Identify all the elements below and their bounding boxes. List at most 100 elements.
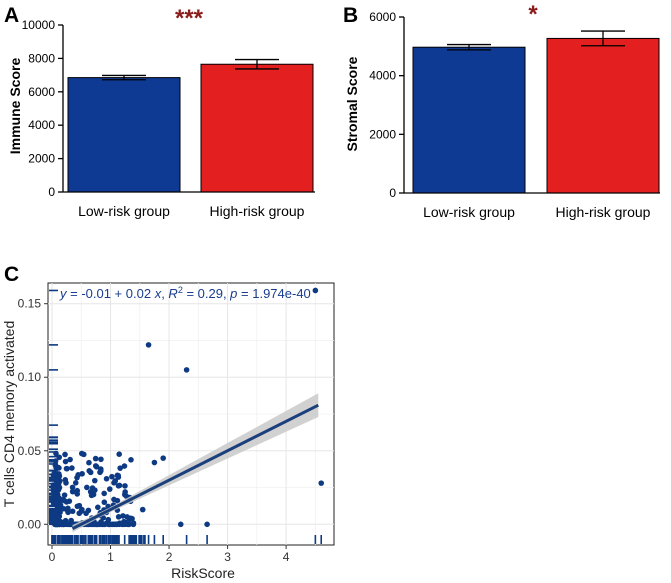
- scatter-point-24: [95, 504, 101, 511]
- panel-c-y-label: T cells CD4 memory activated: [1, 321, 17, 507]
- bar-1-0: [412, 46, 526, 194]
- scatter-point-166: [92, 455, 99, 462]
- y-tick-label-c-1: 0.05: [18, 444, 42, 458]
- scatter-point-9: [177, 521, 184, 528]
- scatter-point-115: [115, 472, 122, 479]
- scatter-point-19: [62, 451, 68, 458]
- panel-b: B Stromal Score * Low-risk group High-ris…: [343, 1, 660, 220]
- scatter-point-222: [52, 458, 59, 464]
- scatter-point-257: [65, 521, 71, 528]
- panel-b-y-label: Stromal Score: [344, 56, 360, 151]
- scatter-point-315: [51, 511, 57, 518]
- bar-0-0: [67, 77, 181, 193]
- scatter-point-143: [115, 483, 122, 489]
- scatter-point-261: [69, 488, 76, 495]
- eq-sep: ,: [161, 286, 168, 301]
- scatter-point-45: [117, 465, 123, 471]
- scatter-point-101: [105, 516, 112, 523]
- scatter-point-167: [78, 450, 85, 457]
- scatter-point-266: [83, 510, 89, 517]
- scatter-point-193: [113, 521, 120, 528]
- scatter-point-49: [120, 513, 126, 519]
- scatter-point-212: [86, 468, 93, 474]
- scatter-point-258: [74, 491, 81, 497]
- scatter-point-189: [69, 508, 76, 515]
- panel-label-b: B: [343, 4, 358, 27]
- y-tick-label-1-1: 2000: [369, 127, 396, 141]
- scatter-point-328: [54, 505, 61, 512]
- scatter-point-216: [101, 490, 107, 497]
- scatter-point-40: [103, 475, 110, 482]
- scatter-point-326: [51, 492, 57, 498]
- eq-x: x: [154, 286, 162, 301]
- scatter-point-126: [69, 465, 75, 471]
- scatter-point-219: [106, 486, 113, 492]
- panel-a: A Immune Score *** Low-risk group High-ri…: [4, 4, 315, 219]
- scatter-point-139: [92, 463, 99, 469]
- panel-c: C T cells CD4 memory activated RiskScore…: [1, 263, 335, 581]
- scatter-point-208: [63, 480, 69, 486]
- scatter-point-59: [101, 499, 108, 506]
- scatter-point-186: [123, 493, 130, 499]
- y-tick-label-c-0: 0.00: [18, 517, 42, 531]
- eq-mid: = -0.01 + 0.02: [67, 286, 155, 301]
- scatter-point-321: [53, 500, 60, 506]
- scatter-point-68: [109, 473, 115, 480]
- bar-0-1: [200, 63, 314, 193]
- scatter-point-104: [63, 465, 70, 472]
- y-tick-label-c-2: 0.10: [18, 370, 42, 384]
- scatter-point-150: [53, 450, 59, 457]
- scatter-point-0: [145, 342, 152, 348]
- x-tick-label-c-3: 3: [224, 550, 231, 564]
- scatter-point-214: [128, 457, 134, 463]
- x-tick-label-c-1: 1: [107, 550, 114, 564]
- scatter-point-200: [121, 463, 128, 469]
- scatter-point-244: [92, 521, 99, 528]
- scatter-point-308: [56, 465, 62, 471]
- eq-y: y: [59, 286, 68, 301]
- scatter-point-324: [51, 470, 57, 477]
- panel-label-c: C: [4, 263, 19, 286]
- scatter-point-122: [124, 514, 130, 520]
- scatter-point-179: [129, 515, 135, 522]
- y-tick-label-0-5: 10000: [22, 18, 56, 32]
- scatter-point-180: [84, 484, 90, 491]
- scatter-point-149: [92, 487, 98, 493]
- scatter-point-6: [139, 506, 146, 513]
- y-tick-label-1-3: 6000: [369, 10, 396, 24]
- scatter-point-8: [160, 455, 166, 461]
- panel-c-x-label: RiskScore: [171, 565, 235, 581]
- scatter-point-210: [65, 509, 71, 516]
- scatter-point-151: [114, 497, 121, 504]
- x-tick-label-c-4: 4: [283, 550, 290, 564]
- scatter-point-296: [56, 495, 63, 502]
- y-tick-label-0-4: 8000: [28, 51, 55, 65]
- scatter-point-255: [124, 519, 130, 526]
- eq-r2-exp: 2: [178, 285, 183, 295]
- scatter-point-2: [312, 287, 319, 294]
- scatter-point-117: [72, 480, 79, 486]
- scatter-point-1: [183, 367, 190, 373]
- scatter-point-74: [56, 454, 63, 461]
- y-tick-label-0-2: 4000: [28, 118, 55, 132]
- panel-a-y-label: Immune Score: [7, 58, 23, 155]
- x-tick-label-c-2: 2: [166, 550, 173, 564]
- scatter-point-325: [56, 485, 62, 491]
- scatter-point-154: [116, 451, 122, 458]
- x-tick-label-c-0: 0: [49, 550, 56, 564]
- scatter-point-240: [100, 521, 106, 528]
- scatter-point-319: [50, 485, 57, 492]
- scatter-point-64: [61, 492, 68, 498]
- category-label-1-1: High-risk group: [556, 204, 651, 220]
- y-tick-label-0-1: 2000: [28, 152, 55, 166]
- eq-r2-val: = 0.29,: [183, 286, 230, 301]
- eq-p-val: = 1.974e-40: [237, 286, 310, 301]
- scatter-point-221: [66, 498, 73, 504]
- scatter-point-4: [204, 521, 210, 528]
- panel-c-x-rug: [51, 535, 323, 544]
- scatter-point-102: [115, 514, 122, 520]
- scatter-point-232: [75, 472, 81, 478]
- y-tick-label-0-3: 6000: [28, 85, 55, 99]
- scatter-point-320: [56, 513, 63, 520]
